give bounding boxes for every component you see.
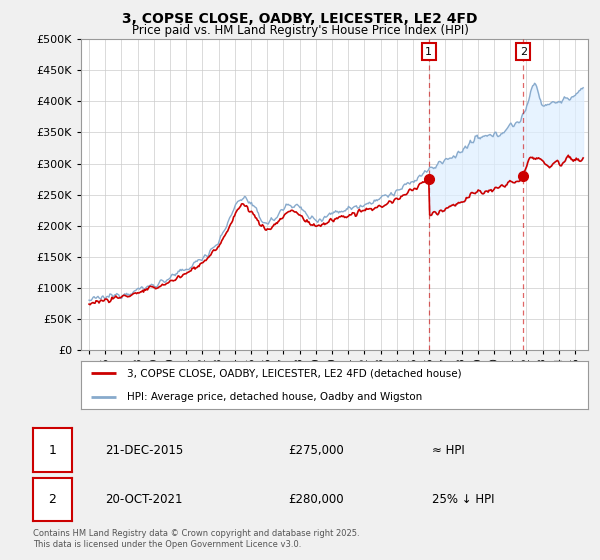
Text: Contains HM Land Registry data © Crown copyright and database right 2025.
This d: Contains HM Land Registry data © Crown c…	[33, 529, 359, 549]
Text: 2: 2	[520, 46, 527, 57]
Text: 25% ↓ HPI: 25% ↓ HPI	[432, 493, 494, 506]
Text: £280,000: £280,000	[288, 493, 344, 506]
Text: 1: 1	[49, 444, 56, 457]
Text: 3, COPSE CLOSE, OADBY, LEICESTER, LE2 4FD: 3, COPSE CLOSE, OADBY, LEICESTER, LE2 4F…	[122, 12, 478, 26]
Text: 21-DEC-2015: 21-DEC-2015	[105, 444, 183, 457]
Text: 3, COPSE CLOSE, OADBY, LEICESTER, LE2 4FD (detached house): 3, COPSE CLOSE, OADBY, LEICESTER, LE2 4F…	[127, 368, 461, 378]
Text: ≈ HPI: ≈ HPI	[432, 444, 465, 457]
Text: 1: 1	[425, 46, 432, 57]
Text: 2: 2	[49, 493, 56, 506]
Text: HPI: Average price, detached house, Oadby and Wigston: HPI: Average price, detached house, Oadb…	[127, 392, 422, 402]
Text: 20-OCT-2021: 20-OCT-2021	[105, 493, 182, 506]
Text: Price paid vs. HM Land Registry's House Price Index (HPI): Price paid vs. HM Land Registry's House …	[131, 24, 469, 36]
Text: £275,000: £275,000	[288, 444, 344, 457]
